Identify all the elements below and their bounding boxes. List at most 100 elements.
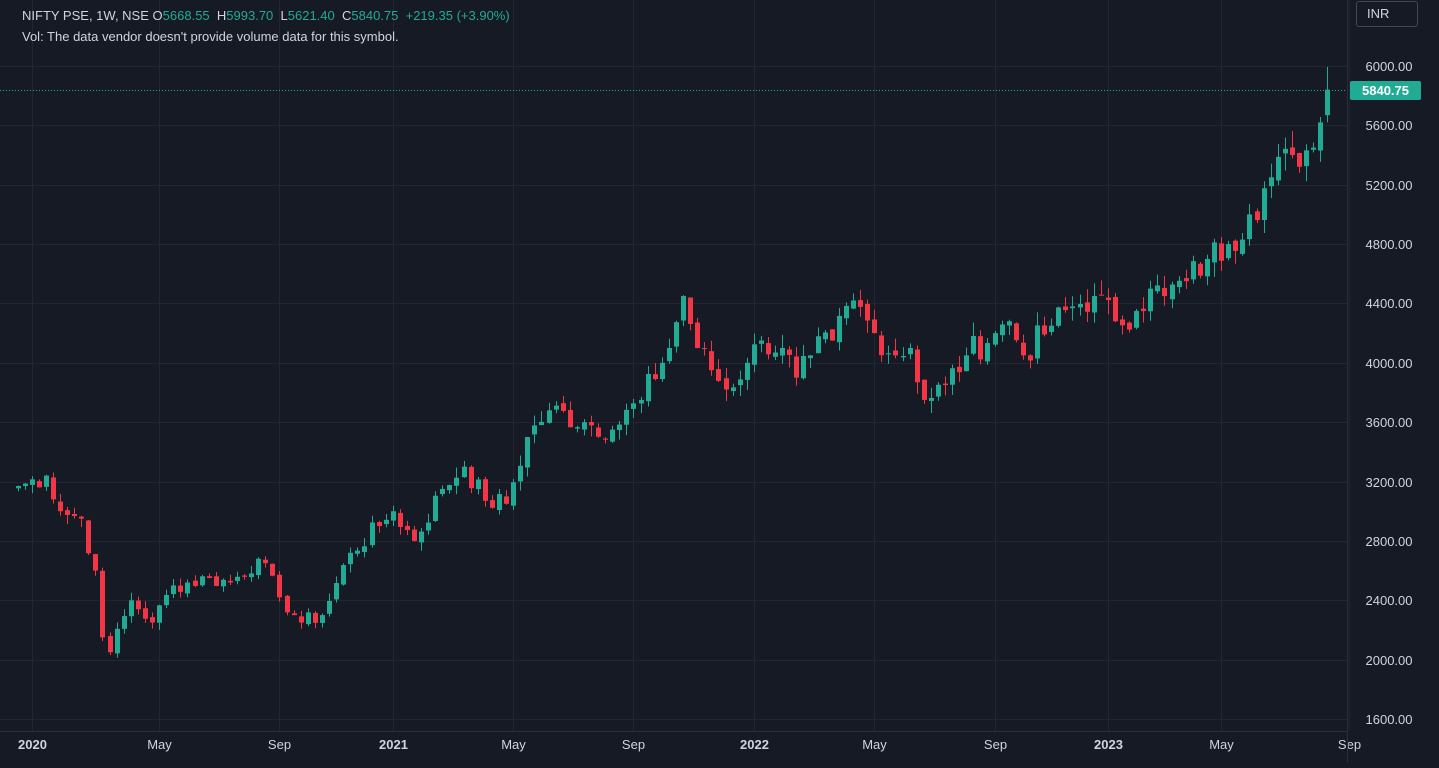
candle-body — [1162, 287, 1167, 297]
candle-body — [858, 300, 863, 307]
candle-body — [681, 296, 686, 321]
candle-body — [1297, 153, 1302, 167]
candle-body — [1290, 147, 1295, 156]
candle-body — [108, 636, 113, 653]
candle-body — [377, 522, 382, 527]
candle-body — [624, 409, 629, 425]
candle-body — [1155, 285, 1160, 292]
candle-body — [1177, 280, 1182, 288]
candle-body — [447, 485, 452, 491]
candle-body — [893, 350, 898, 356]
candle-body — [752, 344, 757, 365]
candle-body — [1148, 288, 1153, 312]
candle-body — [539, 421, 544, 426]
last-price-label: 5840.75 — [1350, 80, 1421, 100]
candle-body — [1283, 148, 1288, 154]
candle-body — [433, 495, 438, 522]
candle-body — [277, 574, 282, 598]
candle-body — [702, 347, 707, 349]
candle-body — [1021, 342, 1026, 356]
candle-body — [228, 580, 233, 583]
candle-body — [631, 403, 636, 409]
candle-body — [483, 479, 488, 501]
candle-body — [207, 576, 212, 579]
y-tick-label: 4800.00 — [1366, 237, 1413, 252]
candle-body — [518, 465, 523, 482]
candle-body — [504, 496, 509, 504]
y-tick-label: 1600.00 — [1366, 712, 1413, 727]
y-tick-label: 5600.00 — [1366, 118, 1413, 133]
candle-body — [1070, 306, 1075, 309]
candle-body — [1049, 325, 1054, 332]
candle-body — [929, 397, 934, 401]
y-tick-label: 3600.00 — [1366, 415, 1413, 430]
candle-body — [1269, 177, 1274, 187]
candle-body — [667, 347, 672, 362]
candle-body — [731, 387, 736, 392]
candle-body — [957, 366, 962, 373]
candle-body — [306, 612, 311, 625]
candle-body — [532, 425, 537, 435]
candle-body — [1255, 211, 1260, 221]
candle-body — [646, 373, 651, 402]
candle-body — [412, 529, 417, 541]
candle-body — [270, 563, 275, 576]
candle-body — [313, 612, 318, 623]
candle-body — [37, 481, 42, 488]
candle-body — [787, 349, 792, 355]
candle-body — [1106, 297, 1111, 301]
candle-body — [950, 368, 955, 385]
candle-body — [1078, 303, 1083, 308]
candle-body — [440, 488, 445, 494]
candle-body — [384, 519, 389, 525]
y-tick-label: 3200.00 — [1366, 475, 1413, 490]
candle-body — [766, 343, 771, 355]
candle-body — [1262, 188, 1267, 221]
candle-body — [16, 485, 21, 489]
candle-body — [185, 582, 190, 594]
candle-body — [561, 403, 566, 411]
candle-body — [398, 512, 403, 527]
candle-body — [1191, 261, 1196, 280]
symbol-title[interactable]: NIFTY PSE, 1W, NSE — [22, 8, 149, 23]
candle-body — [1212, 242, 1217, 263]
y-tick-label: 5200.00 — [1366, 178, 1413, 193]
candle-body — [30, 479, 35, 485]
candle-body — [596, 427, 601, 437]
x-tick-label: Sep — [984, 737, 1007, 752]
candle-body — [816, 336, 821, 354]
candle-body — [221, 579, 226, 587]
candle-body — [922, 379, 927, 400]
candle-body — [72, 514, 77, 517]
candle-body — [716, 369, 721, 381]
candle-body — [1311, 147, 1316, 150]
x-tick-label: May — [862, 737, 887, 752]
candle-body — [292, 613, 297, 616]
candle-body — [320, 615, 325, 623]
candle-body — [454, 477, 459, 486]
y-tick-label: 4400.00 — [1366, 296, 1413, 311]
candle-body — [476, 479, 481, 490]
candle-body — [709, 351, 714, 371]
candle-body — [525, 437, 530, 468]
candle-body — [844, 305, 849, 319]
candle-body — [193, 580, 198, 586]
currency-button[interactable]: INR — [1356, 1, 1418, 27]
candle-body — [1325, 89, 1330, 116]
candle-body — [249, 573, 254, 578]
candle-body — [263, 559, 268, 564]
open-label: O — [152, 8, 163, 23]
chart-legend: NIFTY PSE, 1W, NSE O5668.55 H5993.70 L56… — [22, 5, 510, 47]
change-value: +219.35 (+3.90%) — [405, 8, 510, 23]
candle-body — [801, 355, 806, 379]
candle-body — [405, 525, 410, 531]
candle-body — [171, 585, 176, 595]
candle-body — [497, 494, 502, 511]
candle-body — [426, 522, 431, 531]
y-tick-label: 2400.00 — [1366, 593, 1413, 608]
candle-body — [773, 352, 778, 357]
candle-body — [759, 340, 764, 344]
candle-body — [971, 335, 976, 354]
